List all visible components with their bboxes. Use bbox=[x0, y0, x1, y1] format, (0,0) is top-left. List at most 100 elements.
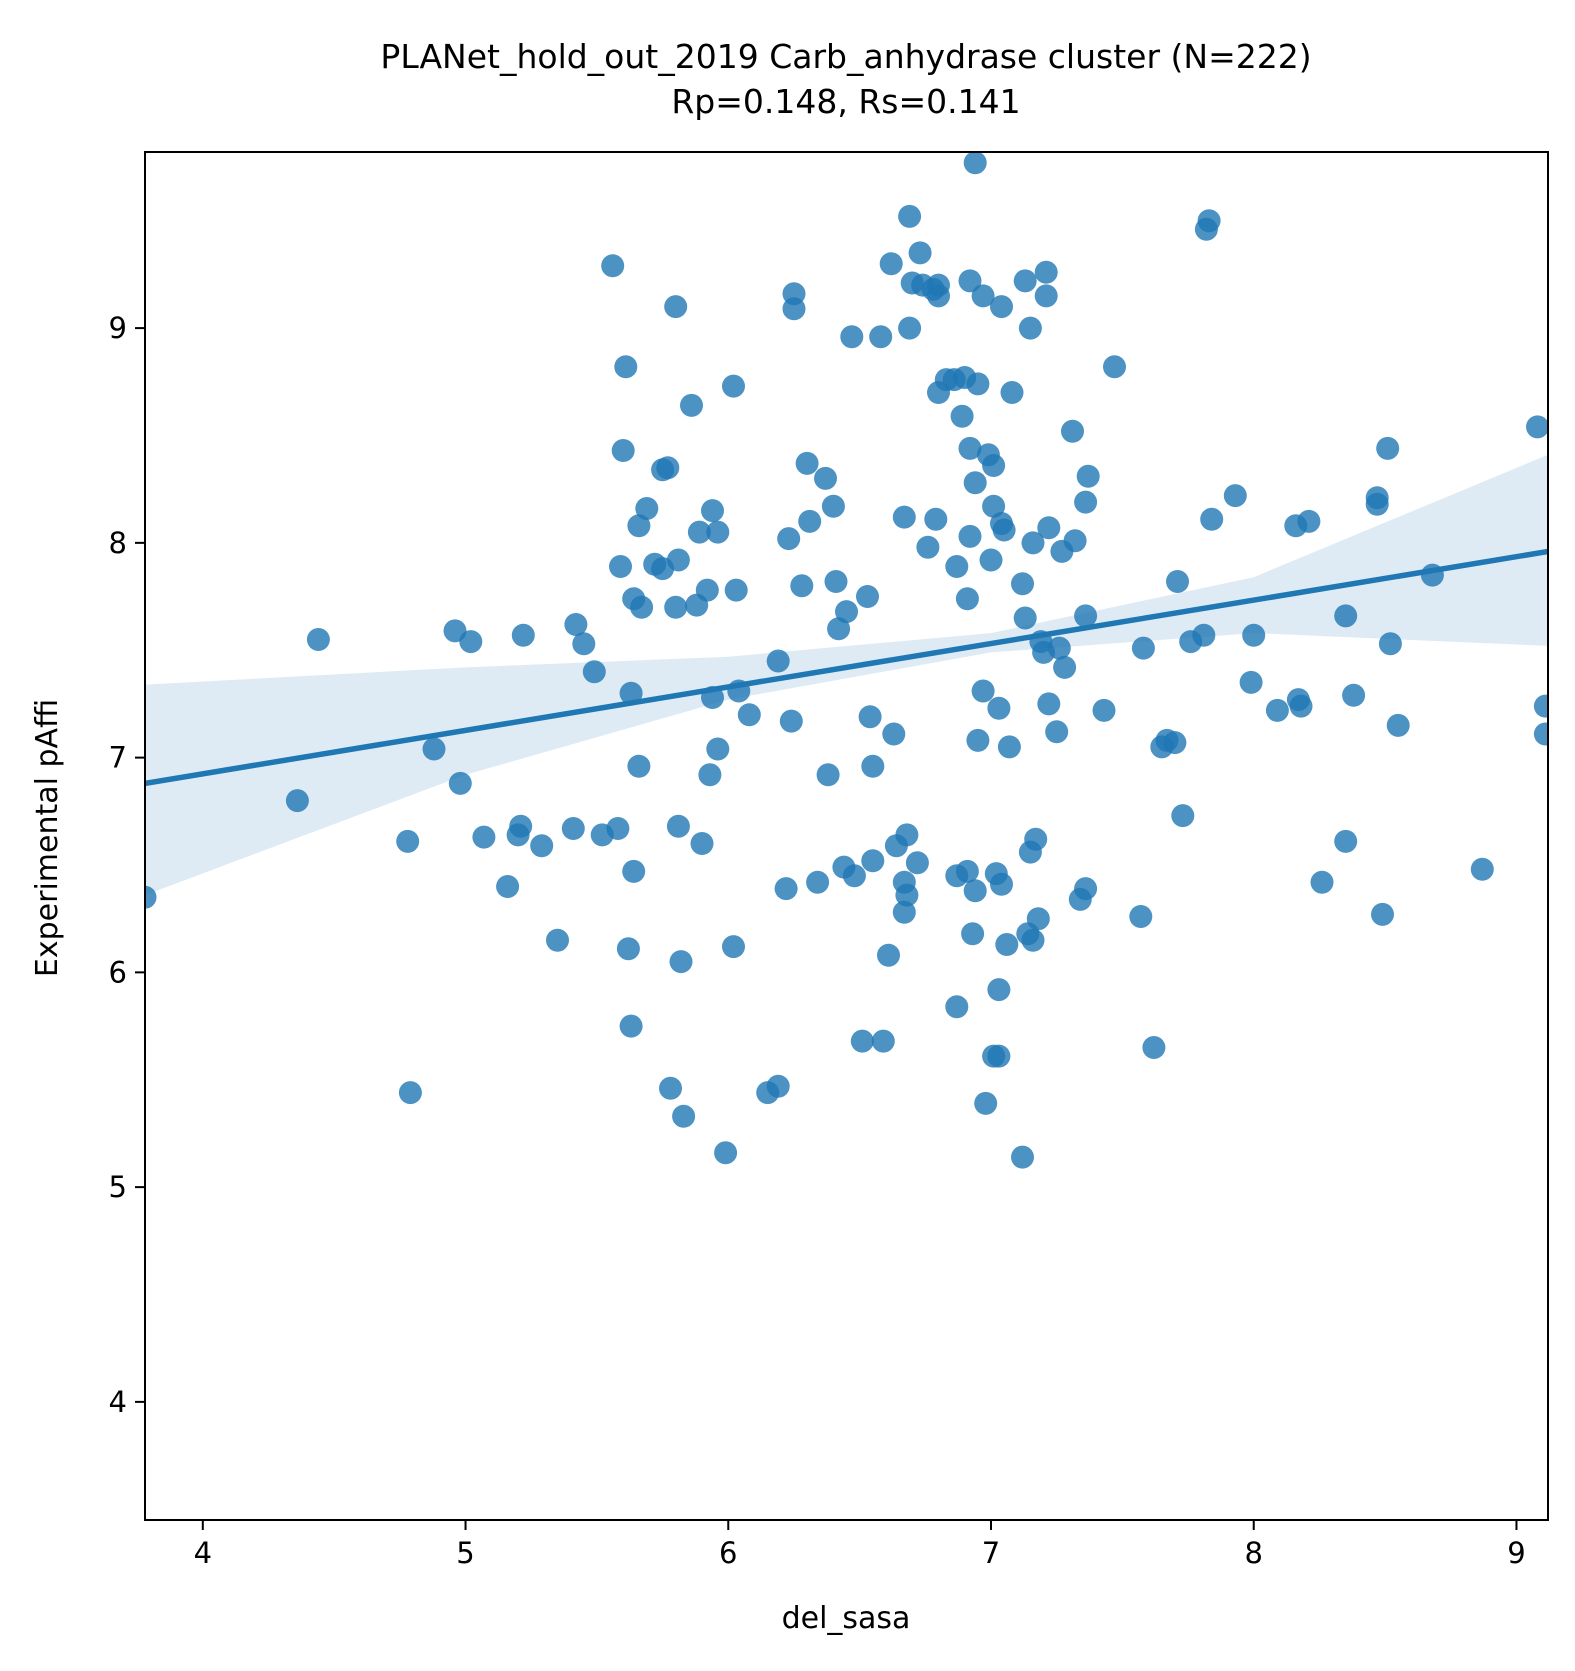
data-point-38 bbox=[656, 456, 680, 480]
data-point-189 bbox=[1197, 209, 1221, 233]
data-point-134 bbox=[982, 454, 1006, 477]
data-point-15 bbox=[546, 928, 569, 952]
data-point-119 bbox=[955, 587, 979, 611]
data-point-33 bbox=[630, 595, 654, 619]
data-point-144 bbox=[992, 518, 1016, 542]
data-point-192 bbox=[1239, 670, 1263, 694]
data-point-75 bbox=[816, 763, 840, 787]
data-point-9 bbox=[472, 825, 496, 849]
data-point-200 bbox=[1334, 604, 1358, 628]
x-tick-label-3: 7 bbox=[982, 1536, 1000, 1570]
data-point-71 bbox=[795, 451, 819, 475]
data-point-149 bbox=[1011, 572, 1034, 596]
data-point-148 bbox=[1011, 1145, 1034, 1169]
data-point-23 bbox=[609, 555, 632, 578]
data-point-77 bbox=[824, 570, 848, 593]
data-point-146 bbox=[997, 735, 1021, 759]
chart-title: PLANet_hold_out_2019 Carb_anhydrase clus… bbox=[380, 37, 1311, 76]
data-point-73 bbox=[806, 870, 830, 894]
data-point-10 bbox=[496, 875, 520, 898]
plot-frame bbox=[144, 151, 1549, 1521]
data-point-114 bbox=[945, 555, 969, 578]
data-point-51 bbox=[698, 763, 722, 787]
data-point-197 bbox=[1289, 694, 1313, 718]
data-point-41 bbox=[664, 595, 688, 619]
data-point-131 bbox=[974, 1091, 998, 1115]
data-point-156 bbox=[1021, 531, 1045, 555]
data-point-96 bbox=[892, 505, 916, 529]
data-point-34 bbox=[635, 497, 659, 520]
data-point-150 bbox=[1013, 606, 1037, 630]
data-point-179 bbox=[1131, 636, 1155, 660]
data-point-187 bbox=[1192, 623, 1216, 647]
data-point-190 bbox=[1200, 507, 1224, 531]
data-point-170 bbox=[1063, 529, 1087, 553]
data-point-161 bbox=[1034, 284, 1058, 308]
y-tick-label-0: 4 bbox=[109, 1385, 127, 1419]
data-point-118 bbox=[955, 859, 979, 883]
data-point-49 bbox=[690, 832, 714, 855]
data-point-25 bbox=[614, 355, 638, 379]
data-point-61 bbox=[737, 703, 761, 727]
data-point-40 bbox=[664, 295, 688, 319]
data-point-18 bbox=[572, 632, 596, 656]
data-point-107 bbox=[924, 507, 948, 531]
data-point-59 bbox=[724, 578, 748, 602]
data-point-126 bbox=[963, 471, 987, 495]
data-point-193 bbox=[1242, 623, 1266, 647]
data-point-55 bbox=[706, 520, 730, 544]
data-point-98 bbox=[895, 823, 919, 847]
data-point-198 bbox=[1297, 509, 1321, 533]
data-point-57 bbox=[722, 935, 745, 959]
regression-line bbox=[145, 548, 1548, 787]
data-point-115 bbox=[945, 995, 969, 1019]
data-point-95 bbox=[892, 900, 916, 924]
data-point-67 bbox=[779, 709, 803, 733]
data-point-45 bbox=[672, 1104, 696, 1128]
data-point-199 bbox=[1310, 870, 1334, 894]
data-point-28 bbox=[619, 681, 643, 705]
data-point-63 bbox=[766, 1074, 790, 1098]
data-point-19 bbox=[582, 660, 606, 684]
data-point-185 bbox=[1171, 804, 1195, 828]
data-point-122 bbox=[958, 269, 982, 293]
data-point-56 bbox=[714, 1141, 738, 1165]
data-point-46 bbox=[680, 393, 703, 417]
data-point-129 bbox=[971, 284, 995, 308]
data-point-1 bbox=[285, 789, 309, 813]
data-point-22 bbox=[606, 817, 630, 840]
data-point-76 bbox=[821, 494, 845, 518]
data-point-140 bbox=[987, 696, 1011, 720]
data-point-39 bbox=[659, 1076, 682, 1100]
data-point-14 bbox=[530, 834, 554, 858]
data-point-29 bbox=[622, 859, 646, 883]
data-point-177 bbox=[1103, 355, 1126, 379]
data-point-204 bbox=[1365, 492, 1389, 516]
data-point-32 bbox=[627, 514, 651, 538]
data-point-151 bbox=[1013, 269, 1037, 293]
data-point-100 bbox=[898, 204, 922, 228]
data-point-16 bbox=[561, 817, 585, 840]
data-point-127 bbox=[966, 728, 990, 752]
data-point-103 bbox=[908, 241, 932, 265]
x-tick-label-4: 8 bbox=[1245, 1536, 1263, 1570]
data-point-90 bbox=[877, 943, 900, 967]
data-point-83 bbox=[850, 1029, 874, 1053]
data-point-166 bbox=[1047, 636, 1071, 660]
data-point-24 bbox=[611, 439, 635, 462]
data-point-116 bbox=[950, 404, 974, 428]
data-point-121 bbox=[958, 436, 982, 460]
data-point-206 bbox=[1376, 436, 1400, 460]
data-point-91 bbox=[879, 252, 903, 276]
data-point-139 bbox=[987, 1044, 1011, 1068]
data-point-120 bbox=[958, 524, 982, 548]
data-point-128 bbox=[966, 372, 990, 396]
data-point-48 bbox=[687, 520, 711, 544]
chart-subtitle: Rp=0.148, Rs=0.141 bbox=[671, 82, 1020, 121]
data-point-65 bbox=[774, 877, 798, 901]
y-tick-label-3: 7 bbox=[109, 741, 127, 775]
data-point-27 bbox=[619, 1014, 643, 1038]
data-point-8 bbox=[459, 630, 483, 654]
data-point-99 bbox=[898, 316, 922, 340]
